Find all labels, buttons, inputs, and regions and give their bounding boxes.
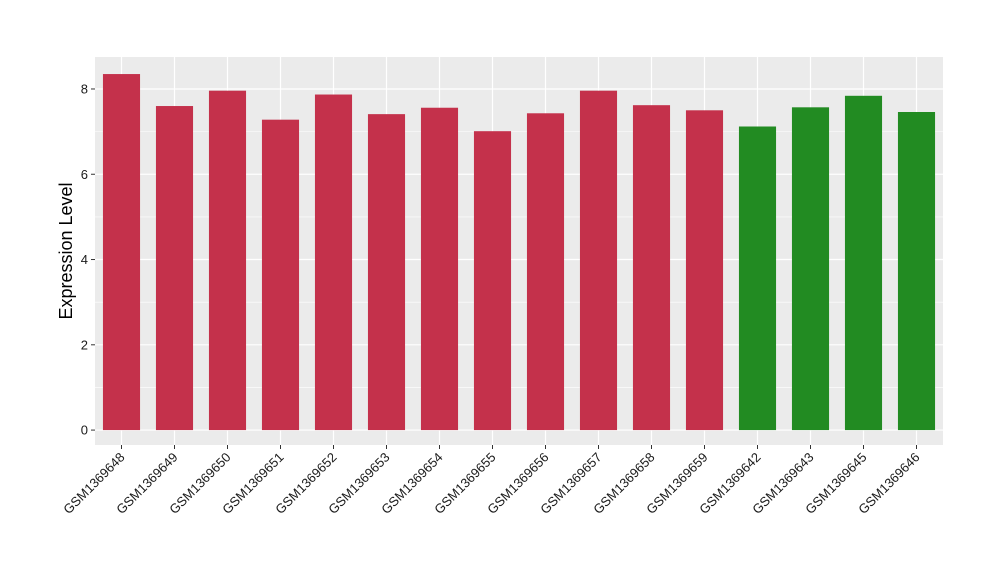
bar-GSM1369651 bbox=[261, 119, 300, 431]
y-tick-label: 2 bbox=[81, 337, 88, 352]
bar-GSM1369652 bbox=[314, 94, 353, 431]
bars bbox=[102, 74, 936, 431]
bar-GSM1369643 bbox=[791, 107, 830, 431]
bar-GSM1369658 bbox=[632, 105, 671, 431]
bar-GSM1369657 bbox=[579, 90, 618, 431]
y-axis: 0 2 4 6 8 bbox=[81, 81, 95, 438]
bar-GSM1369648 bbox=[102, 74, 141, 431]
y-tick-label: 8 bbox=[81, 81, 88, 96]
y-tick-label: 6 bbox=[81, 167, 88, 182]
y-tick-label: 4 bbox=[81, 252, 88, 267]
bar-GSM1369653 bbox=[367, 114, 406, 431]
bar-GSM1369645 bbox=[844, 95, 883, 431]
x-axis: GSM1369648GSM1369649GSM1369650GSM1369651… bbox=[60, 445, 923, 517]
bar-GSM1369655 bbox=[473, 131, 512, 431]
bar-GSM1369649 bbox=[155, 106, 194, 431]
bar-GSM1369656 bbox=[526, 113, 565, 431]
bar-GSM1369646 bbox=[897, 112, 936, 431]
bar-GSM1369650 bbox=[208, 90, 247, 431]
bar-GSM1369642 bbox=[738, 126, 777, 431]
y-tick-label: 0 bbox=[81, 423, 88, 438]
bar-GSM1369659 bbox=[685, 110, 724, 431]
y-axis-title: Expression Level bbox=[56, 182, 76, 319]
bar-GSM1369654 bbox=[420, 107, 459, 431]
